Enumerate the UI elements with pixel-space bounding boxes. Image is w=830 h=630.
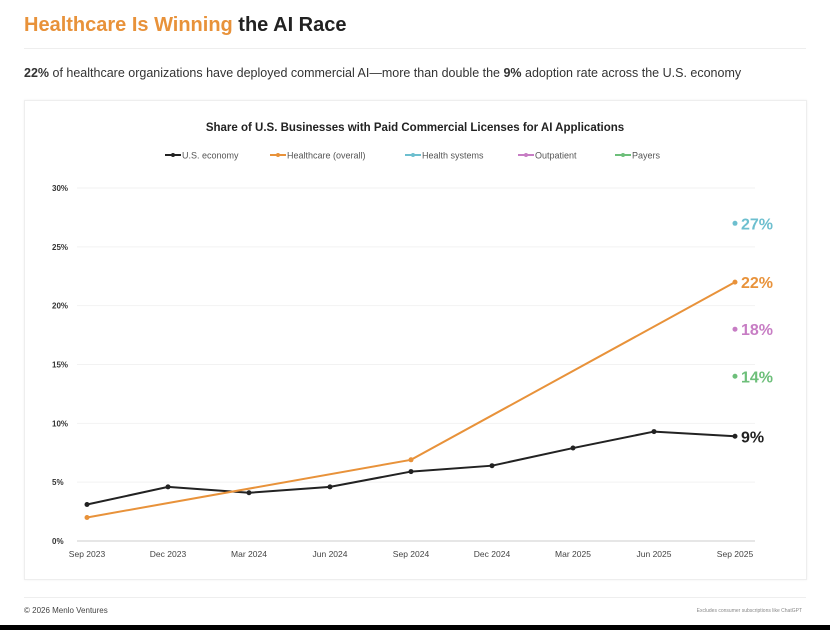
x-tick-label: Jun 2024 xyxy=(313,549,348,559)
end-label: 27% xyxy=(741,216,773,233)
chart-card xyxy=(24,100,807,580)
data-point xyxy=(408,469,414,475)
x-tick-label: Sep 2023 xyxy=(69,549,106,559)
data-point xyxy=(84,514,90,520)
data-point xyxy=(570,445,576,451)
subtitle: 22% of healthcare organizations have dep… xyxy=(24,66,741,80)
end-label: 22% xyxy=(741,275,773,292)
legend-label: U.S. economy xyxy=(182,151,239,161)
y-tick-label: 10% xyxy=(52,419,68,428)
legend-marker xyxy=(411,153,415,157)
legend-label: Healthcare (overall) xyxy=(287,151,366,161)
data-point xyxy=(246,490,252,496)
x-tick-label: Sep 2025 xyxy=(717,549,754,559)
y-tick-label: 25% xyxy=(52,243,68,252)
legend-marker xyxy=(524,153,528,157)
legend-marker xyxy=(171,153,175,157)
title-highlight: Healthcare Is Winning xyxy=(24,14,233,36)
data-point xyxy=(327,484,333,490)
footnote: Excludes consumer subscriptions like Cha… xyxy=(696,608,802,614)
y-tick-label: 20% xyxy=(52,302,68,311)
subtitle-bold-1: 22% xyxy=(24,66,50,80)
data-point xyxy=(732,220,738,226)
end-label: 9% xyxy=(741,429,764,446)
line-chart: Share of U.S. Businesses with Paid Comme… xyxy=(52,122,773,559)
data-point xyxy=(165,484,171,490)
footer-divider xyxy=(24,597,806,598)
legend-label: Payers xyxy=(632,151,661,161)
x-tick-label: Sep 2024 xyxy=(393,549,430,559)
y-tick-label: 0% xyxy=(52,537,64,546)
copyright: © 2026 Menlo Ventures xyxy=(24,606,108,615)
title-rest: the AI Race xyxy=(232,14,347,36)
data-point xyxy=(732,433,738,439)
data-point xyxy=(732,279,738,285)
y-tick-label: 30% xyxy=(52,184,68,193)
data-point xyxy=(489,463,495,469)
y-tick-label: 5% xyxy=(52,478,64,487)
legend-marker xyxy=(276,153,280,157)
legend-label: Outpatient xyxy=(535,151,577,161)
end-label: 18% xyxy=(741,322,773,339)
bottom-border xyxy=(0,625,830,630)
x-tick-label: Dec 2023 xyxy=(150,549,187,559)
subtitle-text-2: adoption rate across the U.S. economy xyxy=(521,66,742,80)
data-point xyxy=(732,326,738,332)
series-line xyxy=(86,430,736,506)
data-point xyxy=(84,502,90,508)
legend-marker xyxy=(621,153,625,157)
x-tick-label: Mar 2024 xyxy=(231,549,267,559)
subtitle-text-1: of healthcare organizations have deploye… xyxy=(49,66,504,80)
end-label: 14% xyxy=(741,369,773,386)
page-title: Healthcare Is Winning the AI Race xyxy=(24,14,347,37)
data-point xyxy=(732,373,738,379)
data-point xyxy=(651,429,657,435)
subtitle-bold-2: 9% xyxy=(503,66,522,80)
data-point xyxy=(408,457,414,463)
x-tick-label: Mar 2025 xyxy=(555,549,591,559)
chart-title: Share of U.S. Businesses with Paid Comme… xyxy=(206,122,624,134)
x-tick-label: Jun 2025 xyxy=(637,549,672,559)
legend-label: Health systems xyxy=(422,151,484,161)
y-tick-label: 15% xyxy=(52,361,68,370)
x-tick-label: Dec 2024 xyxy=(474,549,511,559)
divider xyxy=(24,48,806,49)
